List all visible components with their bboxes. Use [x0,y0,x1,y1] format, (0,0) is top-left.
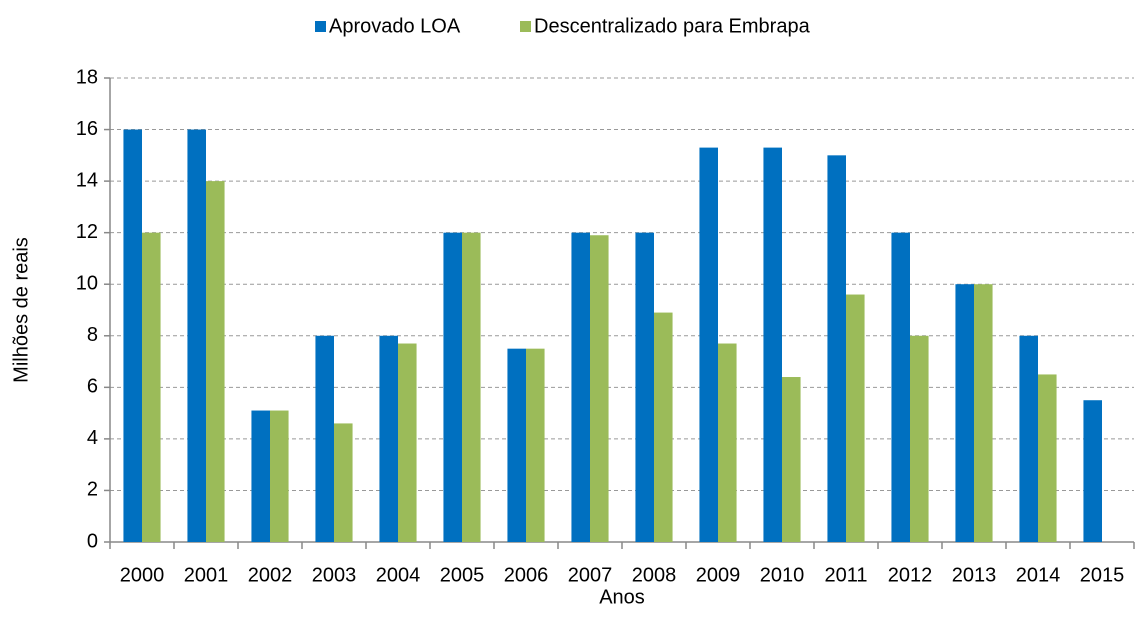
bar [251,410,270,542]
y-tick-label: 16 [76,118,98,140]
bar [187,129,206,543]
y-tick-label: 8 [87,324,98,346]
x-tick-label: 2003 [312,564,357,586]
bar [507,348,526,542]
y-tick-label: 10 [76,273,98,295]
legend-swatch [315,21,326,32]
x-tick-label: 2002 [248,564,293,586]
bar [718,343,737,542]
bar [142,232,161,542]
x-tick-label: 2004 [376,564,421,586]
bar [443,232,462,542]
legend-label: Aprovado LOA [329,15,461,37]
bar [635,232,654,542]
bar [955,284,974,542]
bar [827,155,846,543]
bar [270,410,289,542]
bar [462,232,481,542]
bar [1038,374,1057,542]
bar [1019,335,1038,542]
bar [846,294,865,542]
bar [891,232,910,542]
bar [123,129,142,543]
bar [334,423,353,542]
y-tick-label: 14 [76,169,98,191]
x-tick-label: 2009 [696,564,741,586]
bar [782,377,801,542]
x-tick-label: 2001 [184,564,229,586]
x-tick-label: 2011 [824,564,867,586]
bar [571,232,590,542]
bar [315,335,334,542]
x-tick-label: 2015 [1080,564,1125,586]
legend-swatch [520,21,531,32]
x-tick-label: 2007 [568,564,613,586]
x-tick-label: 2010 [760,564,805,586]
x-tick-label: 2012 [888,564,933,586]
y-tick-label: 18 [76,66,98,88]
x-tick-label: 2013 [952,564,997,586]
y-axis-label: Milhões de reais [10,237,32,383]
y-tick-label: 12 [76,221,98,243]
bar [526,348,545,542]
bar [763,147,782,542]
legend-label: Descentralizado para Embrapa [534,15,811,37]
bar [699,147,718,542]
bar [654,312,673,542]
x-tick-label: 2008 [632,564,677,586]
x-tick-label: 2014 [1016,564,1061,586]
bar [590,235,609,542]
y-tick-label: 2 [87,479,98,501]
bar [974,284,993,542]
bar [379,335,398,542]
x-tick-label: 2006 [504,564,549,586]
bar [910,335,929,542]
x-tick-label: 2005 [440,564,485,586]
bar [398,343,417,542]
y-tick-label: 6 [87,376,98,398]
bar [1083,400,1102,542]
y-tick-label: 4 [87,427,98,449]
x-tick-label: 2000 [120,564,165,586]
x-axis-label: Anos [599,586,645,608]
bar [206,181,225,542]
y-tick-label: 0 [87,530,98,552]
